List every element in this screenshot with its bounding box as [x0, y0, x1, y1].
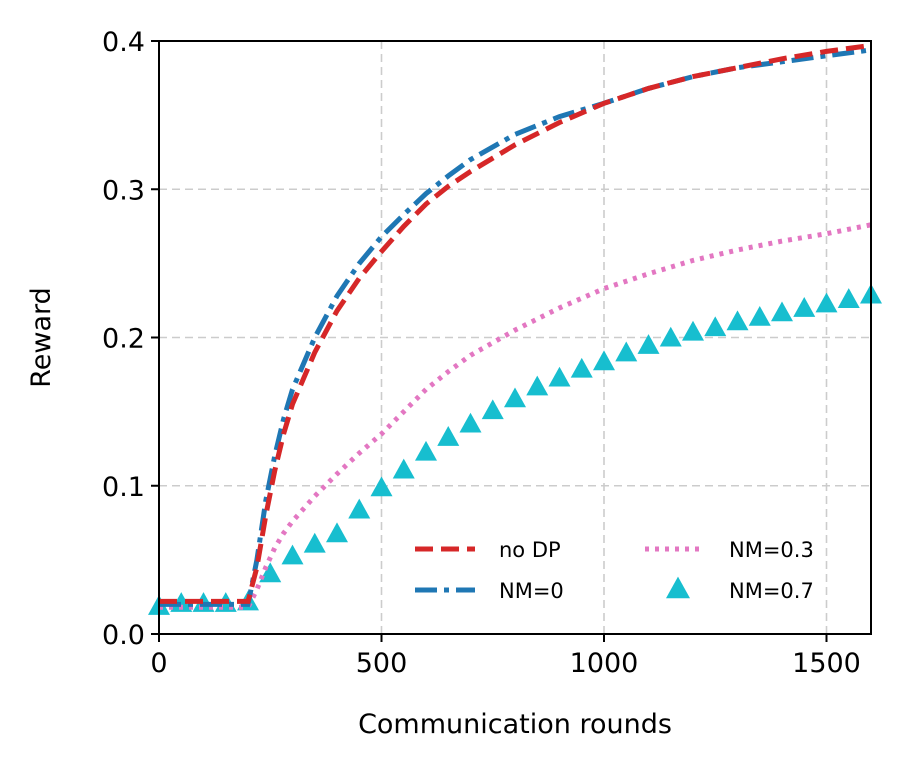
data-point: [570, 357, 593, 378]
data-point: [659, 326, 682, 347]
data-point: [793, 297, 816, 317]
series-nm-0: [159, 47, 872, 607]
data-point: [682, 320, 704, 341]
data-point: [481, 399, 504, 420]
series-line: [159, 42, 872, 604]
data-point: [748, 305, 771, 326]
x-tick-label: 500: [356, 648, 408, 679]
y-axis-title: Reward: [26, 287, 57, 388]
legend-entry: no DP: [415, 538, 561, 562]
data-point: [170, 592, 193, 612]
legend-label: NM=0.3: [729, 538, 814, 562]
y-tick-label: 0.0: [102, 620, 145, 651]
data-point: [504, 387, 526, 408]
data-point: [637, 334, 660, 354]
data-point: [815, 292, 838, 313]
data-point: [615, 341, 638, 362]
data-point: [437, 426, 460, 446]
legend-entry: NM=0.7: [666, 576, 814, 603]
x-tick-label: 0: [150, 648, 167, 679]
series-nm-0-3: [159, 222, 872, 610]
series-nm-0-7: [148, 283, 882, 615]
y-tick-label: 0.4: [102, 27, 145, 58]
y-tick-label: 0.3: [102, 175, 145, 206]
data-point: [370, 476, 393, 497]
data-point: [837, 288, 860, 308]
data-point: [392, 458, 415, 479]
legend-label: no DP: [499, 538, 561, 562]
legend-entry: NM=0.3: [645, 538, 814, 562]
ticks: 0 500 1000 1500 0.0 0.1 0.2 0.3 0.4: [102, 27, 861, 679]
series-no-dp: [159, 42, 872, 604]
data-point: [526, 375, 549, 396]
data-point: [593, 350, 615, 371]
legend-swatch: [666, 576, 690, 599]
data-point: [415, 440, 437, 461]
legend-entry: NM=0: [415, 579, 564, 603]
series-line: [159, 222, 872, 610]
data-point: [326, 522, 348, 543]
x-axis-title: Communication rounds: [358, 709, 672, 740]
data-point: [726, 310, 749, 331]
data-point: [303, 532, 326, 553]
grid: [159, 41, 871, 634]
data-point: [348, 498, 371, 519]
series-line: [159, 47, 872, 607]
series-layer: [148, 42, 882, 615]
data-point: [259, 562, 282, 583]
y-tick-label: 0.1: [102, 472, 145, 503]
data-point: [771, 301, 793, 322]
data-point: [548, 366, 571, 387]
x-tick-label: 1500: [792, 648, 861, 679]
legend: no DP NM=0 NM=0.3 NM=0.7: [415, 538, 814, 603]
legend-label: NM=0.7: [729, 579, 814, 603]
data-point: [459, 412, 482, 433]
data-point: [281, 544, 304, 565]
data-point: [704, 316, 727, 337]
y-tick-label: 0.2: [102, 324, 145, 355]
legend-label: NM=0: [499, 579, 564, 603]
x-tick-label: 1000: [570, 648, 639, 679]
